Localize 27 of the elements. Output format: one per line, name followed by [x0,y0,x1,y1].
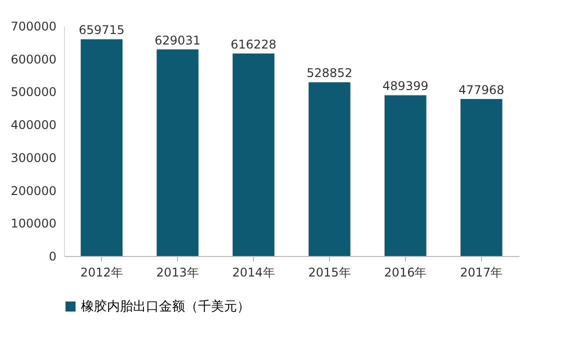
data-label: 629031 [154,33,200,48]
x-tick-label: 2016年 [384,266,427,280]
bar [308,82,350,256]
y-tick-label: 300000 [10,150,56,165]
data-label: 489399 [382,79,428,94]
data-label: 616228 [230,38,276,52]
bar [156,49,198,256]
bar [232,54,274,256]
x-tick-label: 2017年 [460,266,503,280]
y-tick-label: 0 [48,250,56,264]
x-tick-label: 2012年 [80,266,123,280]
data-label: 659715 [78,23,125,38]
data-label: 528852 [306,66,352,80]
data-label: 477968 [458,82,504,97]
bar [80,39,122,256]
x-tick-label: 2013年 [156,266,199,280]
y-tick-label: 500000 [10,85,56,100]
y-tick-label: 700000 [10,20,56,34]
legend-label: 橡胶内胎出口金额（千美元） [81,298,250,314]
bar [384,95,426,256]
y-tick-label: 400000 [10,118,56,132]
y-tick-label: 200000 [10,184,56,198]
y-tick-label: 100000 [10,216,56,231]
bar [460,98,502,256]
y-tick-label: 600000 [10,52,56,66]
x-tick-label: 2015年 [308,266,351,280]
x-tick-label: 2014年 [232,266,275,280]
